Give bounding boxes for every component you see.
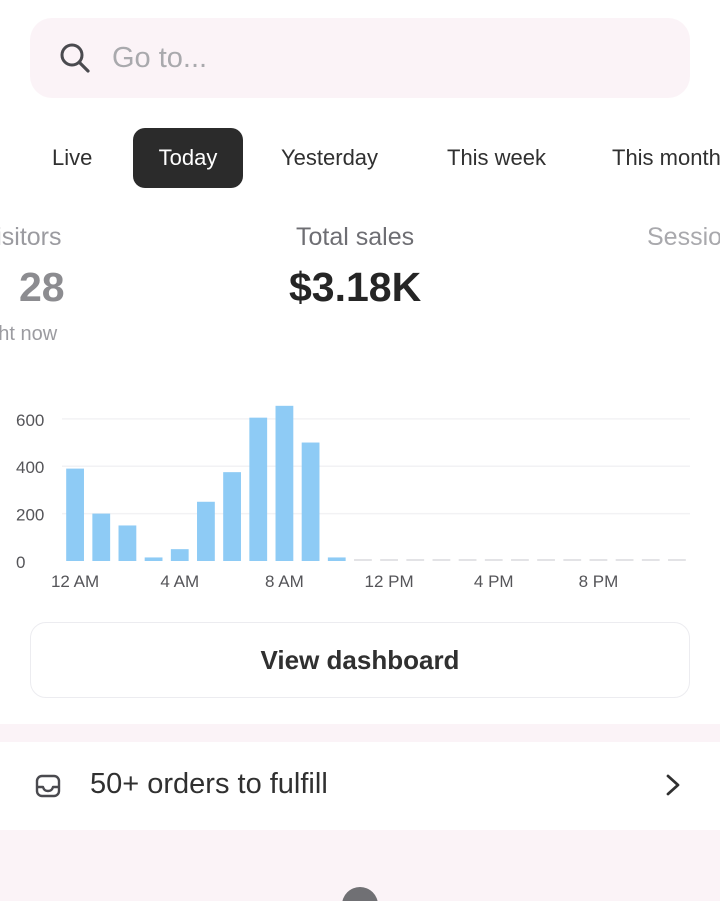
bar-empty bbox=[615, 559, 634, 561]
bar-empty bbox=[668, 559, 686, 561]
x-tick-label: 8 AM bbox=[265, 572, 304, 591]
x-tick-label: 12 PM bbox=[365, 572, 414, 591]
bar-empty bbox=[511, 559, 529, 561]
x-tick-label: 4 AM bbox=[160, 572, 199, 591]
search-input[interactable]: Go to... bbox=[112, 41, 208, 74]
bar-empty bbox=[458, 559, 477, 561]
search-bar[interactable]: Go to... bbox=[30, 18, 690, 98]
bar-empty bbox=[589, 559, 608, 561]
sessions-label: Sessions bbox=[647, 223, 720, 251]
chevron-right-icon bbox=[666, 774, 680, 796]
bar[interactable] bbox=[327, 557, 346, 561]
inbox-icon bbox=[35, 774, 61, 798]
bar-empty bbox=[432, 559, 451, 561]
bar-empty bbox=[641, 559, 660, 561]
date-range-tabs: Live Today Yesterday This week This mont… bbox=[0, 128, 720, 190]
total-sales-value: $3.18K bbox=[289, 264, 422, 310]
search-icon bbox=[60, 43, 90, 73]
x-tick-label: 4 PM bbox=[474, 572, 514, 591]
total-sales-label: Total sales bbox=[296, 223, 415, 251]
bar[interactable] bbox=[197, 501, 215, 561]
tab-this-week[interactable]: This week bbox=[447, 145, 547, 170]
bar-empty bbox=[354, 559, 372, 561]
x-tick-label: 12 AM bbox=[51, 572, 99, 591]
view-dashboard-button[interactable]: View dashboard bbox=[30, 622, 690, 698]
bar[interactable] bbox=[301, 442, 320, 561]
visitors-sub: right now bbox=[0, 323, 58, 345]
bar[interactable] bbox=[92, 513, 111, 561]
bar[interactable] bbox=[118, 525, 137, 561]
bar[interactable] bbox=[249, 417, 268, 561]
bar[interactable] bbox=[223, 472, 241, 561]
bar-empty bbox=[484, 559, 503, 561]
y-tick-label: 0 bbox=[16, 553, 25, 572]
bar-empty bbox=[380, 559, 398, 561]
orders-to-fulfill-row[interactable]: 50+ orders to fulfill bbox=[0, 742, 720, 830]
bar[interactable] bbox=[275, 405, 294, 561]
bar-empty bbox=[563, 559, 582, 561]
bar-empty bbox=[537, 559, 555, 561]
bar[interactable] bbox=[170, 549, 189, 561]
tab-today[interactable]: Today bbox=[133, 128, 243, 188]
visitors-value: 28 bbox=[19, 264, 65, 310]
floating-action-button[interactable] bbox=[342, 887, 378, 901]
tab-yesterday[interactable]: Yesterday bbox=[281, 145, 379, 170]
visitors-label: Visitors bbox=[0, 223, 62, 251]
tab-live[interactable]: Live bbox=[52, 145, 93, 170]
tab-this-month[interactable]: This month bbox=[612, 145, 720, 170]
y-tick-label: 200 bbox=[16, 506, 44, 525]
section-divider bbox=[0, 724, 720, 742]
bar[interactable] bbox=[144, 557, 163, 561]
y-tick-label: 600 bbox=[16, 411, 44, 430]
bar-empty bbox=[406, 559, 425, 561]
y-tick-label: 400 bbox=[16, 458, 44, 477]
orders-label: 50+ orders to fulfill bbox=[90, 768, 328, 800]
sales-bar-chart: 0 200 400 600 12 AM 4 AM 8 AM 12 PM 4 PM 8 PM bbox=[16, 405, 690, 591]
x-tick-label: 8 PM bbox=[579, 572, 619, 591]
bar[interactable] bbox=[66, 468, 84, 561]
